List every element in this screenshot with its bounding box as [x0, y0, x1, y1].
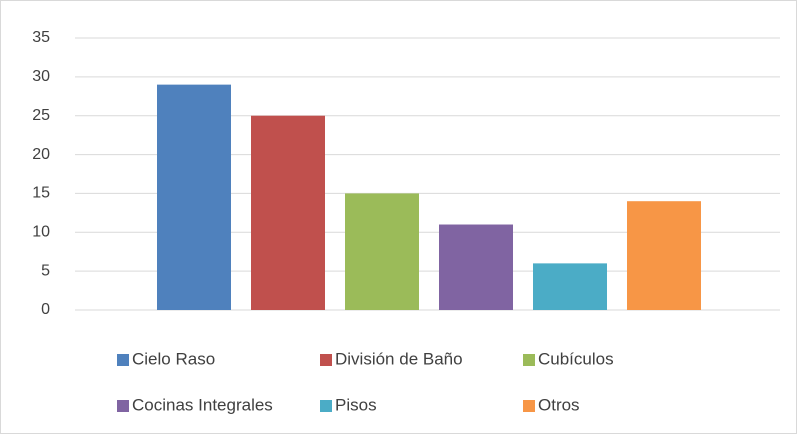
legend-label: Pisos [335, 395, 377, 414]
y-tick-label: 25 [32, 107, 50, 124]
y-tick-label: 10 [32, 224, 50, 241]
legend-swatch [117, 354, 129, 366]
y-tick-label: 0 [41, 301, 50, 318]
y-tick-label: 35 [32, 29, 50, 46]
y-tick-label: 20 [32, 146, 50, 163]
y-tick-label: 5 [41, 262, 50, 279]
legend-swatch [117, 400, 129, 412]
legend-label: División de Baño [335, 349, 463, 368]
bar [533, 263, 607, 310]
legend-label: Cubículos [538, 349, 614, 368]
bar [439, 224, 513, 310]
bar [345, 193, 419, 310]
y-tick-label: 30 [32, 68, 50, 85]
legend-label: Cielo Raso [132, 349, 215, 368]
legend: Cielo Raso División de Baño Cubículos Cocin… [117, 349, 614, 414]
legend-label: Cocinas Integrales [132, 395, 273, 414]
legend-label: Otros [538, 395, 580, 414]
legend-swatch [320, 400, 332, 412]
bar [251, 115, 325, 310]
legend-swatch [320, 354, 332, 366]
legend-swatch [523, 354, 535, 366]
legend-swatch [523, 400, 535, 412]
bar [627, 201, 701, 310]
y-tick-label: 15 [32, 185, 50, 202]
bar [157, 84, 231, 310]
